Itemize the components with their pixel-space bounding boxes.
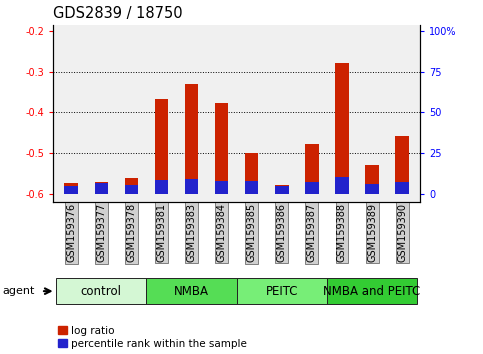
Bar — [275, 185, 288, 194]
Bar — [64, 183, 78, 194]
Text: control: control — [81, 285, 122, 298]
Text: GDS2839 / 18750: GDS2839 / 18750 — [53, 6, 183, 21]
Bar — [185, 179, 199, 194]
Bar — [215, 103, 228, 194]
Text: GSM159390: GSM159390 — [397, 203, 407, 262]
Text: GSM159377: GSM159377 — [96, 203, 106, 262]
Text: PEITC: PEITC — [266, 285, 298, 298]
Bar — [305, 182, 319, 194]
Bar — [155, 180, 168, 194]
Bar — [396, 136, 409, 194]
Bar — [95, 182, 108, 194]
Text: GSM159388: GSM159388 — [337, 203, 347, 262]
Legend: log ratio, percentile rank within the sample: log ratio, percentile rank within the sa… — [58, 326, 247, 349]
Text: GSM159387: GSM159387 — [307, 203, 317, 262]
Text: GSM159376: GSM159376 — [66, 203, 76, 262]
Text: NMBA: NMBA — [174, 285, 209, 298]
Text: GSM159378: GSM159378 — [127, 203, 136, 262]
Bar — [275, 185, 288, 194]
Bar — [155, 99, 168, 194]
Text: GSM159383: GSM159383 — [186, 203, 197, 262]
Text: GSM159386: GSM159386 — [277, 203, 287, 262]
Bar — [125, 185, 138, 194]
Bar — [335, 177, 349, 194]
Bar — [215, 181, 228, 194]
Bar — [64, 186, 78, 194]
Text: GSM159381: GSM159381 — [156, 203, 167, 262]
Bar — [245, 153, 258, 194]
Bar — [365, 165, 379, 194]
Text: NMBA and PEITC: NMBA and PEITC — [324, 285, 421, 298]
Bar — [396, 182, 409, 194]
Text: GSM159384: GSM159384 — [217, 203, 227, 262]
Bar — [335, 63, 349, 194]
Bar — [305, 144, 319, 194]
Bar — [185, 84, 199, 194]
Bar — [95, 183, 108, 194]
Bar — [125, 178, 138, 194]
Text: agent: agent — [2, 286, 35, 296]
Bar — [245, 182, 258, 194]
Text: GSM159385: GSM159385 — [247, 203, 256, 262]
Bar — [365, 184, 379, 194]
Text: GSM159389: GSM159389 — [367, 203, 377, 262]
